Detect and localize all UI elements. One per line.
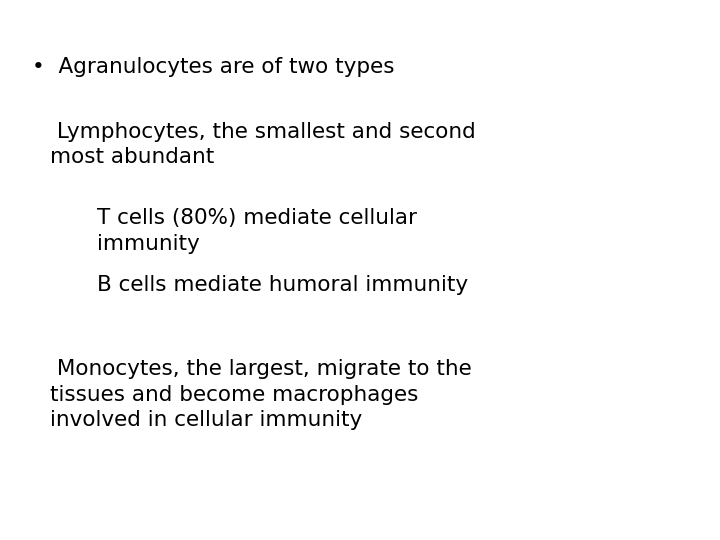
Text: Monocytes, the largest, migrate to the
tissues and become macrophages
involved i: Monocytes, the largest, migrate to the t… [50, 359, 472, 430]
Text: Lymphocytes, the smallest and second
most abundant: Lymphocytes, the smallest and second mos… [50, 122, 476, 167]
Text: B cells mediate humoral immunity: B cells mediate humoral immunity [97, 275, 468, 295]
Text: T cells (80%) mediate cellular
immunity: T cells (80%) mediate cellular immunity [97, 208, 417, 253]
Text: •  Agranulocytes are of two types: • Agranulocytes are of two types [32, 57, 395, 77]
